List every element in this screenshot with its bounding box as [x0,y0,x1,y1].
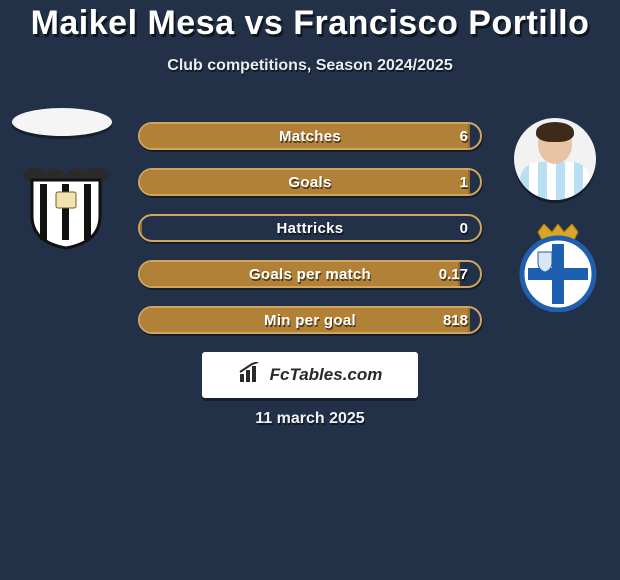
stat-value: 0 [460,216,468,240]
stat-bar: Matches 6 [138,122,482,150]
brand-text: FcTables.com [270,365,383,385]
stat-label: Matches [140,124,480,148]
stat-value: 0.17 [439,262,468,286]
stat-value: 818 [443,308,468,332]
stat-bar: Goals per match 0.17 [138,260,482,288]
player-right-column [500,118,620,312]
subtitle: Club competitions, Season 2024/2025 [0,57,620,75]
stat-value: 1 [460,170,468,194]
stat-label: Hattricks [140,216,480,240]
stat-bar: Goals 1 [138,168,482,196]
stats-bars: Matches 6 Goals 1 Hattricks 0 Goals per … [138,122,482,352]
brand-chip: FcTables.com [202,352,418,398]
stat-value: 6 [460,124,468,148]
chart-icon [238,362,262,389]
stat-bar: Min per goal 818 [138,306,482,334]
date-text: 11 march 2025 [0,410,620,428]
stat-label: Min per goal [140,308,480,332]
player-right-portrait [514,118,596,200]
stat-label: Goals per match [140,262,480,286]
stat-bar: Hattricks 0 [138,214,482,242]
player-right-club-badge [508,224,608,312]
player-left-club-badge [16,162,116,250]
player-left-column [10,108,130,250]
player-left-portrait [12,108,112,136]
stat-label: Goals [140,170,480,194]
page-title: Maikel Mesa vs Francisco Portillo [0,4,620,43]
